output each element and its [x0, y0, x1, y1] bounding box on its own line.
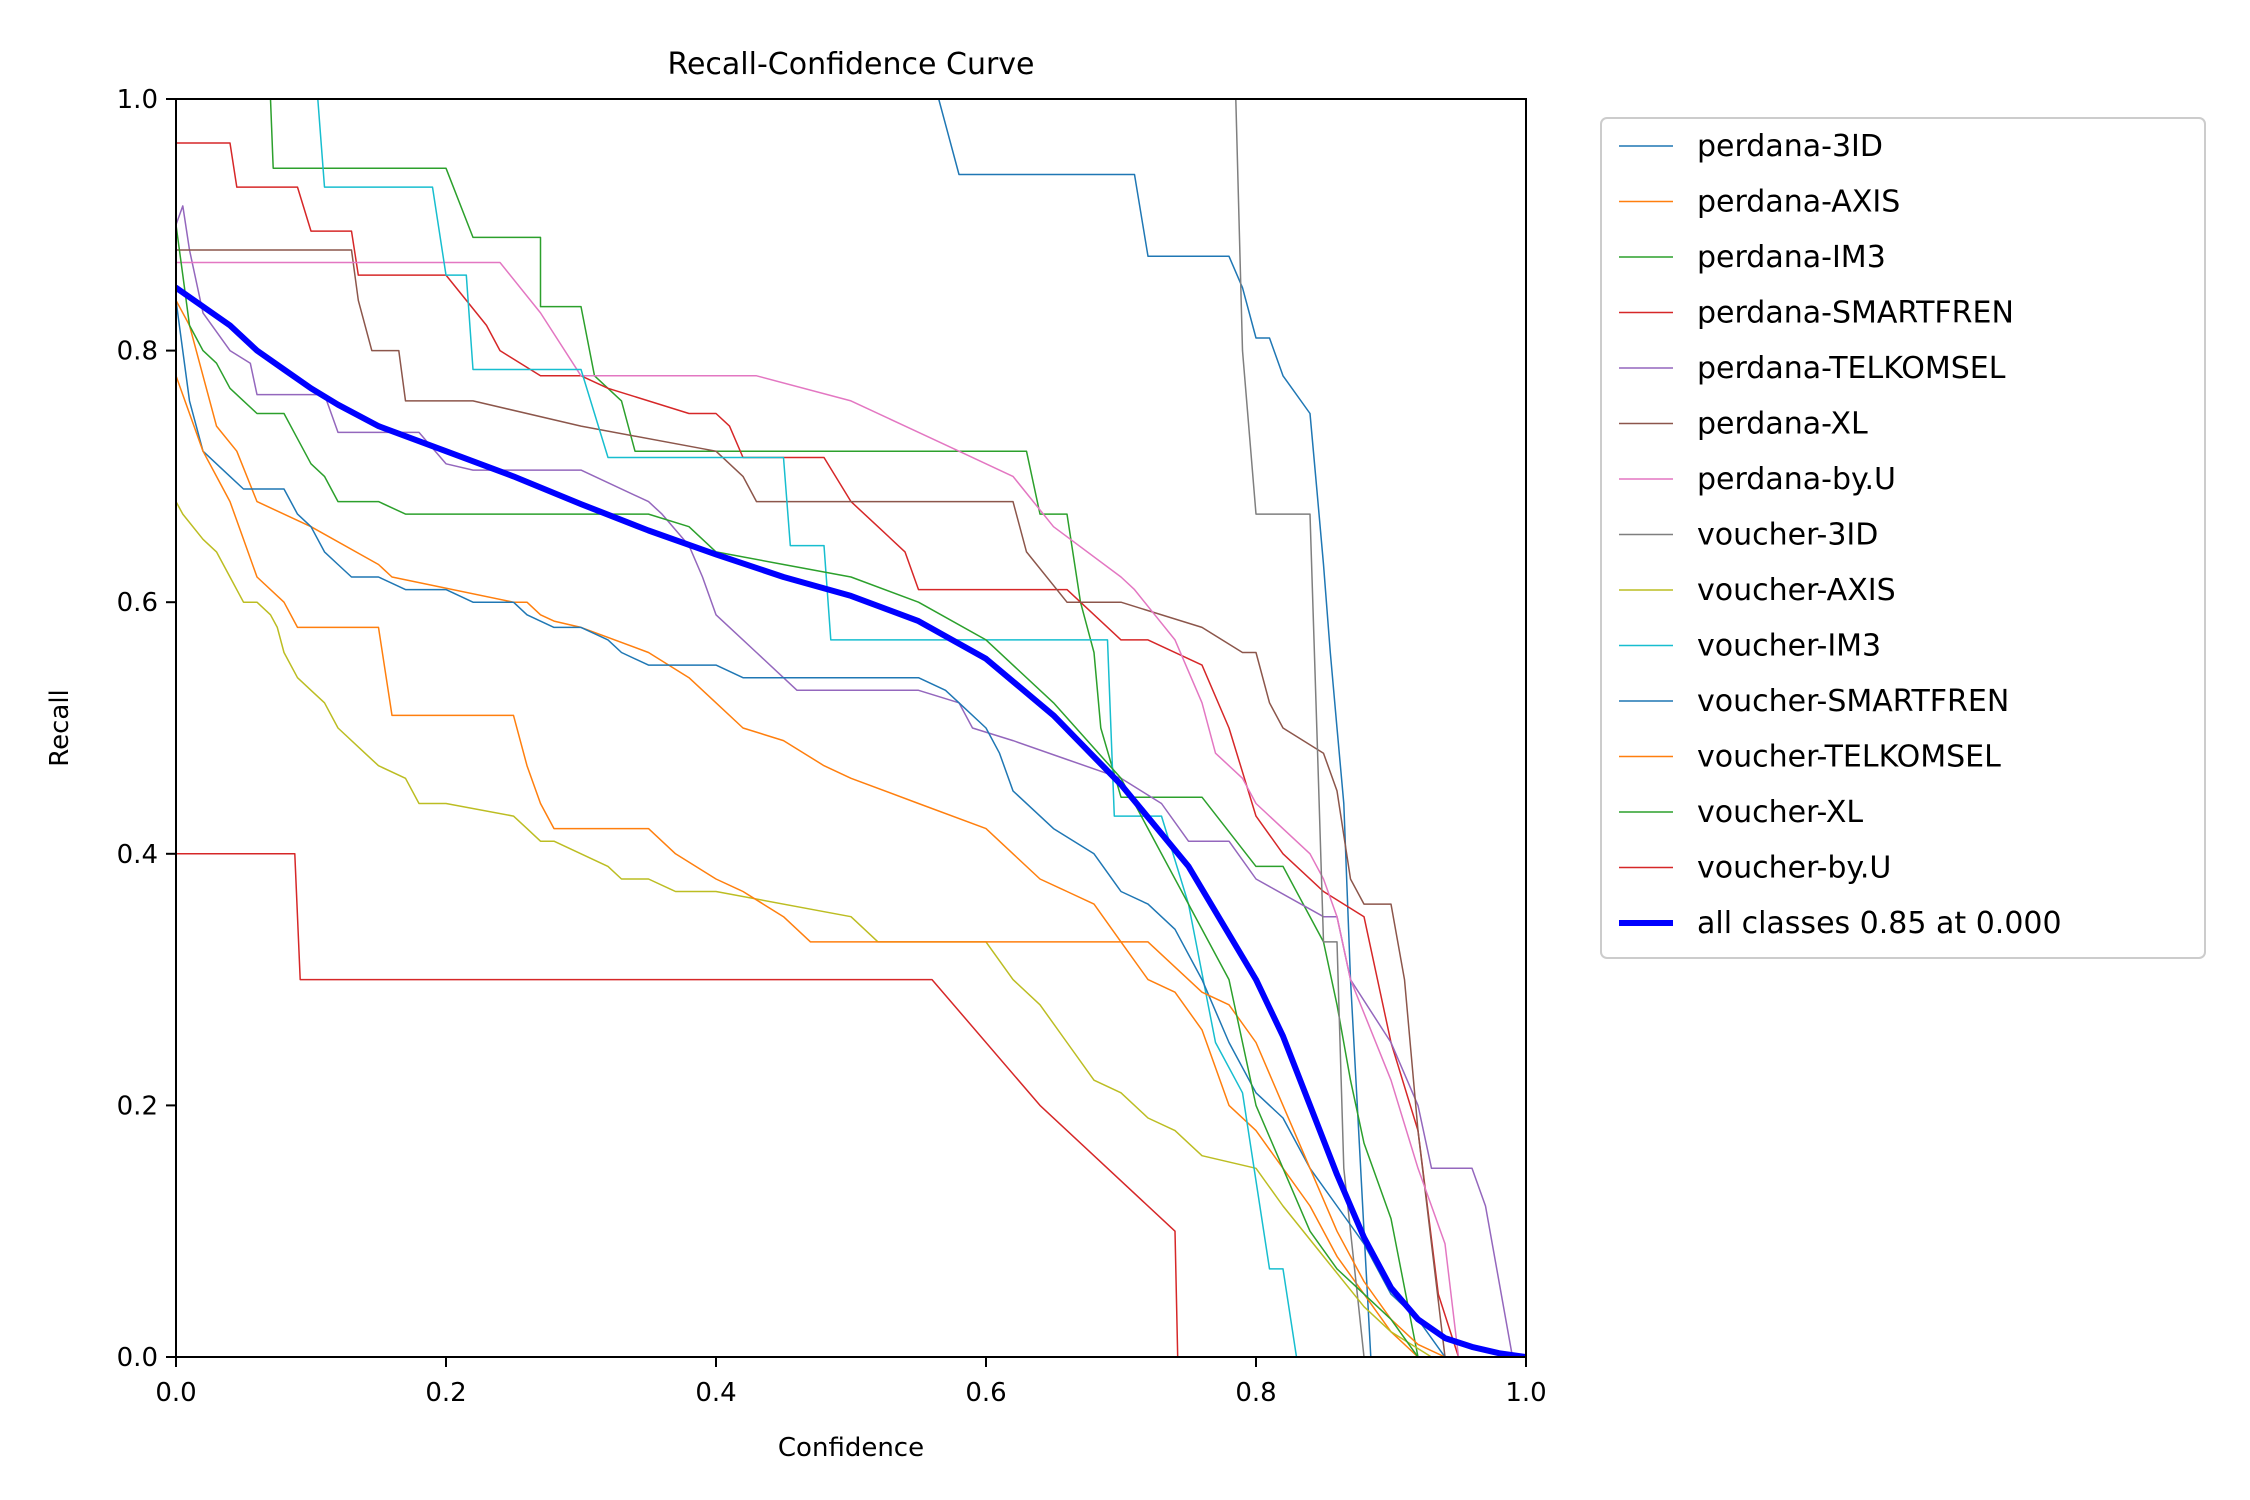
- legend-frame: [1600, 117, 2206, 959]
- series-line-perdana-axis: [176, 299, 1446, 1357]
- x-axis: 0.0 0.2 0.4 0.6 0.8 1.0: [155, 1357, 1547, 1408]
- series-line-voucher-telkomsel: [176, 375, 1446, 1357]
- legend-label: perdana-TELKOMSEL: [1697, 351, 2006, 386]
- legend-label: perdana-AXIS: [1697, 185, 1900, 220]
- series-line-voucher-by-u: [176, 853, 1433, 1357]
- x-tick-label: 0.4: [695, 1378, 736, 1408]
- series-line-perdana-3id: [937, 99, 1392, 1357]
- legend-label: perdana-3ID: [1697, 129, 1883, 164]
- series-line-voucher-smartfren: [176, 299, 1446, 1357]
- plot-area: [176, 99, 1526, 1357]
- legend-label: voucher-XL: [1697, 795, 1863, 830]
- y-tick-label: 0.8: [117, 337, 158, 367]
- legend-label: all classes 0.85 at 0.000: [1697, 906, 2062, 941]
- legend-label: voucher-SMARTFREN: [1697, 684, 2009, 719]
- plot-background: [176, 99, 1526, 1357]
- series-line-perdana-by-u: [176, 261, 1460, 1357]
- series-layer: [176, 99, 1526, 1357]
- legend-label: voucher-IM3: [1697, 629, 1881, 664]
- x-axis-label: Confidence: [778, 1433, 924, 1463]
- y-tick-label: 0.0: [117, 1343, 158, 1373]
- x-tick-label: 0.8: [1235, 1378, 1276, 1408]
- y-tick-label: 0.2: [117, 1091, 158, 1121]
- y-axis: 0.0 0.2 0.4 0.6 0.8 1.0: [117, 85, 176, 1373]
- series-line-perdana-im3: [269, 99, 1419, 1357]
- legend-label: voucher-AXIS: [1697, 573, 1896, 608]
- series-line-all-classes: [176, 284, 1526, 1357]
- x-tick-label: 0.0: [155, 1378, 196, 1408]
- legend: perdana-3ID perdana-AXIS perdana-IM3 perdan…: [1600, 117, 2206, 959]
- x-tick-label: 0.6: [965, 1378, 1006, 1408]
- legend-label: perdana-by.U: [1697, 462, 1896, 497]
- x-tick-label: 0.2: [425, 1378, 466, 1408]
- series-line-voucher-xl: [176, 224, 1419, 1357]
- y-tick-label: 0.4: [117, 840, 158, 870]
- chart-title: Recall-Confidence Curve: [667, 47, 1034, 82]
- series-line-voucher-3id: [1235, 99, 1365, 1357]
- plot-frame: [175, 98, 1527, 1358]
- y-tick-label: 1.0: [117, 85, 158, 115]
- y-axis-label: Recall: [45, 689, 75, 767]
- legend-label: perdana-XL: [1697, 407, 1868, 442]
- legend-label: voucher-TELKOMSEL: [1697, 740, 2001, 775]
- legend-label: voucher-3ID: [1697, 518, 1878, 553]
- series-line-voucher-im3: [317, 99, 1298, 1357]
- series-line-perdana-telkomsel: [176, 205, 1514, 1357]
- legend-label: perdana-SMARTFREN: [1697, 296, 2014, 331]
- series-line-perdana-smartfren: [176, 142, 1460, 1357]
- legend-label: perdana-IM3: [1697, 240, 1886, 275]
- legend-label: voucher-by.U: [1697, 851, 1891, 886]
- series-line-perdana-xl: [176, 249, 1446, 1357]
- x-tick-label: 1.0: [1505, 1378, 1546, 1408]
- y-tick-label: 0.6: [117, 588, 158, 618]
- series-line-voucher-axis: [176, 500, 1433, 1357]
